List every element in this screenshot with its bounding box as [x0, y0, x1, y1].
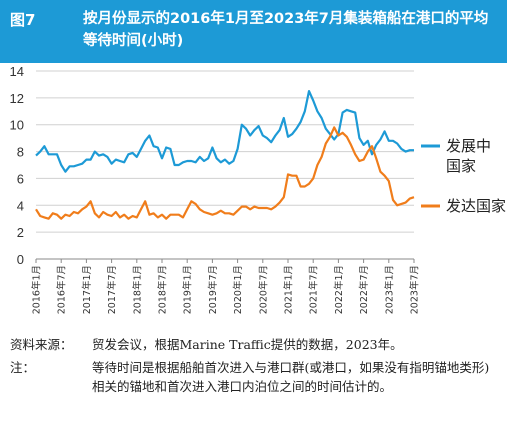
x-tick-label: 2022年7月	[358, 265, 370, 314]
figure-notes: 资料来源： 贸发会议，根据Marine Traffic提供的数据，2023年。 …	[10, 335, 500, 400]
series-line-developed	[35, 126, 415, 220]
x-tick-label: 2022年1月	[333, 265, 345, 314]
x-tick-label: 2017年1月	[81, 265, 93, 314]
source-label: 资料来源：	[10, 337, 73, 352]
series-line-developing	[35, 90, 414, 173]
chart-series	[35, 90, 415, 220]
x-tick-label: 2020年1月	[232, 265, 244, 314]
note-label: 注：	[10, 360, 36, 375]
x-tick-label: 2018年7月	[157, 265, 169, 314]
x-tick-label: 2019年1月	[182, 265, 194, 314]
x-tick-label: 2019年7月	[207, 265, 219, 314]
x-tick-label: 2016年7月	[56, 265, 68, 314]
x-tick-label: 2018年1月	[131, 265, 143, 314]
note-text: 等待时间是根据船舶首次进入与港口群(或港口，如果没有指明锚地类形)相关的锚地和首…	[92, 360, 490, 394]
y-tick-label: 6	[17, 171, 24, 186]
y-tick-label: 0	[17, 252, 24, 267]
figure-header: 图7 按月份显示的2016年1月至2023年7月集装箱船在港口的平均等待时间(小…	[0, 0, 507, 63]
legend-label: 发达国家	[446, 197, 506, 215]
line-chart: 0 2 4 6 8 10 12 14 2016年1月 2016年7月 2017年1月 2017年7月…	[10, 64, 506, 314]
y-tick-label: 4	[17, 198, 24, 213]
legend-label: 发展中国家	[446, 137, 491, 175]
x-axis-ticks: 2016年1月 2016年7月 2017年1月 2017年7月 2018年1月 2018年…	[31, 259, 421, 314]
y-tick-label: 2	[17, 225, 24, 240]
y-axis-ticks: 0 2 4 6 8 10 12 14	[10, 64, 24, 267]
x-tick-label: 2017年7月	[106, 265, 118, 314]
x-tick-label: 2016年1月	[31, 265, 43, 314]
source-note: 资料来源： 贸发会议，根据Marine Traffic提供的数据，2023年。	[10, 335, 500, 354]
x-tick-label: 2021年7月	[308, 265, 320, 314]
x-tick-label: 2023年7月	[409, 265, 421, 314]
y-tick-label: 10	[10, 118, 24, 133]
x-tick-label: 2020年7月	[257, 265, 269, 314]
y-tick-label: 14	[10, 64, 24, 79]
explanatory-note: 注： 等待时间是根据船舶首次进入与港口群(或港口，如果没有指明锚地类形)相关的锚…	[10, 358, 500, 396]
chart-grid	[36, 70, 414, 260]
figure-title: 按月份显示的2016年1月至2023年7月集装箱船在港口的平均等待时间(小时)	[83, 11, 489, 49]
source-text: 贸发会议，根据Marine Traffic提供的数据，2023年。	[92, 337, 403, 352]
y-tick-label: 8	[17, 145, 24, 160]
x-tick-label: 2021年1月	[283, 265, 295, 314]
y-tick-label: 12	[10, 91, 24, 106]
x-tick-label: 2023年1月	[383, 265, 395, 314]
figure-label: 图7	[10, 11, 36, 29]
